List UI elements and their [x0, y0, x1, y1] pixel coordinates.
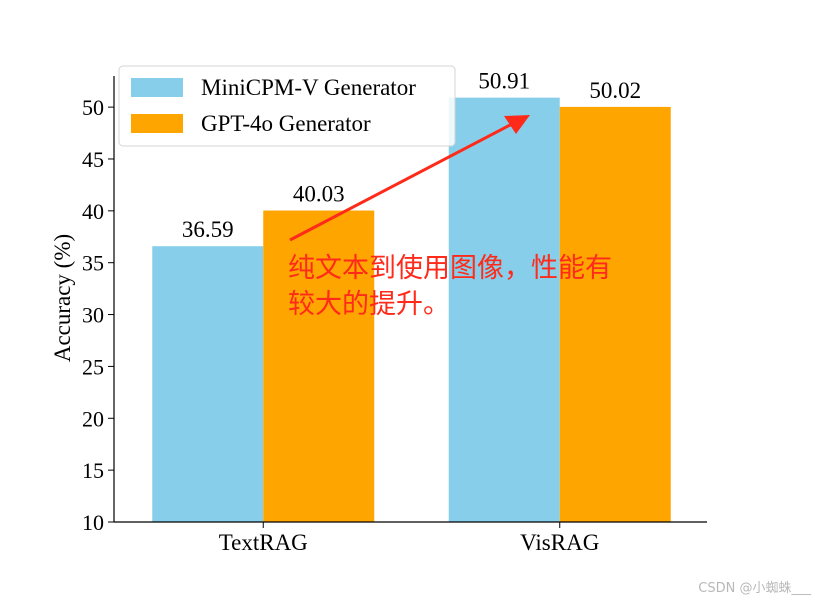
y-tick-label: 40 [82, 199, 104, 224]
x-tick-label: TextRAG [219, 530, 308, 555]
legend-label-series-2: GPT-4o Generator [201, 111, 371, 136]
annotation-arrow-shaft [289, 122, 513, 242]
bar-visrag-series-1 [448, 97, 560, 522]
bars-group [152, 97, 671, 522]
bar-textrag-series-1 [152, 246, 264, 522]
bar-textrag-series-2 [263, 210, 375, 522]
value-label-visrag-series-1: 50.91 [478, 69, 530, 94]
value-label-textrag-series-2: 40.03 [293, 182, 345, 207]
y-tick-label: 45 [82, 147, 104, 172]
y-tick-label: 10 [82, 510, 104, 535]
x-ticks-group: TextRAG VisRAG [219, 522, 599, 555]
legend-swatch-series-2 [131, 114, 183, 133]
y-axis-label: Accuracy (%) [50, 234, 75, 362]
legend-swatch-series-1 [131, 78, 183, 97]
legend-frame [118, 65, 456, 147]
y-tick-label: 35 [82, 251, 104, 276]
annotation-line-2: 较大的提升。 [288, 289, 450, 320]
annotation-arrowhead [504, 115, 530, 134]
y-tick-label: 50 [82, 95, 104, 120]
x-tick-label: VisRAG [520, 530, 599, 555]
legend: MiniCPM-V Generator GPT-4o Generator [118, 65, 456, 147]
value-label-textrag-series-1: 36.59 [182, 217, 234, 242]
y-ticks-group: 10 15 20 25 30 35 40 45 50 [82, 95, 114, 535]
watermark: CSDN @小蜘蛛___ [698, 581, 811, 596]
y-tick-label: 20 [82, 406, 104, 431]
value-labels-group: 36.59 40.03 50.91 50.02 [182, 69, 641, 243]
value-label-visrag-series-2: 50.02 [589, 78, 641, 103]
annotation: 纯文本到使用图像，性能有 较大的提升。 [288, 115, 612, 320]
y-tick-label: 30 [82, 303, 104, 328]
annotation-line-1: 纯文本到使用图像，性能有 [288, 253, 612, 284]
axes-group [113, 76, 707, 523]
bar-visrag-series-2 [559, 106, 671, 522]
y-tick-label: 15 [82, 458, 104, 483]
y-tick-label: 25 [82, 354, 104, 379]
legend-label-series-1: MiniCPM-V Generator [201, 75, 416, 100]
